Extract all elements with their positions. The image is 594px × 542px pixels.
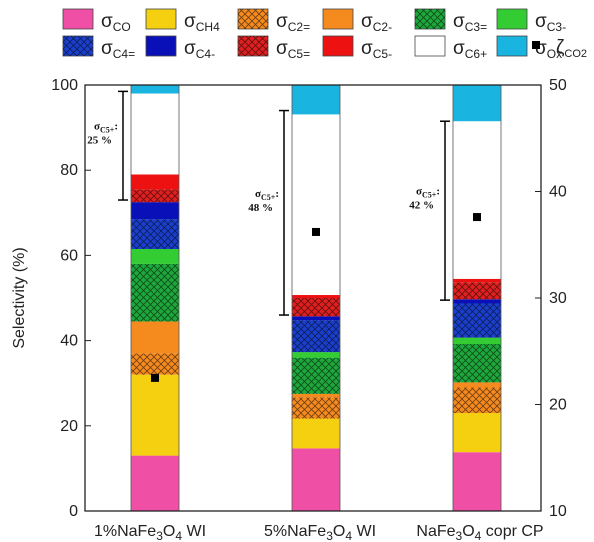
legend-swatch [496,35,528,57]
y-tick-label: 20 [60,418,78,435]
legend-swatch-hatch [415,9,445,29]
bar-segment-hatch [453,387,501,414]
legend-swatch [145,8,177,30]
bar-segment [131,321,179,354]
zeta-point [473,213,481,222]
bar-segment [292,316,340,321]
bar-segment [453,413,501,453]
bar-segment [131,455,179,511]
bar-segment [292,114,340,296]
annotations: σC5+:25 %σC5+:48 %σC5+:42 % [87,90,450,316]
bar-segment-hatch [131,353,179,375]
legend-label: σCO [101,11,131,34]
bar-segment [453,121,501,279]
bar-segment [131,374,179,456]
bar-segment-hatch [292,298,340,317]
bar-segment [453,337,501,345]
legend-label: σC3= [453,11,487,34]
legend-swatch [496,8,528,30]
zeta-point [312,227,320,236]
bar-segment [292,393,340,398]
y-tick-label: 60 [60,247,78,264]
bar-segment-hatch [453,303,501,338]
y-tick-label: 0 [69,503,78,520]
legend-zeta-marker [532,41,540,49]
y-tick-label: 80 [60,162,78,179]
legend-label: σC5- [361,38,392,61]
legend-label: σCH4 [184,11,220,34]
c5-annotation-value: 48 % [248,202,273,214]
y-tick-label: 100 [51,77,78,94]
legend-swatch [322,8,354,30]
y2-tick-label: 40 [549,184,567,201]
bar-segment-hatch [292,320,340,353]
legend-label: σC3- [535,11,566,34]
legend-swatch-hatch [238,9,268,29]
bar-segment [292,295,340,298]
y2-tick-label: 30 [549,290,567,307]
bar-segment [292,418,340,449]
bar-segment [292,85,340,115]
bar-segment [453,382,501,388]
legend-label: σC2- [361,11,392,34]
legend-swatch-hatch [63,36,93,56]
legend-label: σC4= [101,38,135,61]
bar-segment [292,352,340,358]
bar-segment [131,202,179,220]
legend-swatch [414,35,446,57]
bar-segment [453,299,501,304]
bar-segment-hatch [131,263,179,322]
bar-segment [131,93,179,175]
legend-swatch [145,35,177,57]
bar-segment [131,85,179,94]
bar-segment [453,452,501,511]
c5-annotation-value: 25 % [87,135,112,147]
bar-segment [292,448,340,511]
c5-annotation-label: σC5+: [94,121,118,135]
legend-swatch-hatch [238,36,268,56]
axes: 0 20 40 60 80 100 10 20 30 40 50 Selectivity (%) 1%N… [11,77,567,542]
c5-annotation-value: 42 % [409,200,434,212]
bar-segment-hatch [453,344,501,383]
legend-label: σC5= [276,38,310,61]
y2-tick-label: 20 [549,397,567,414]
y2-tick-label: 50 [549,77,567,94]
bar-segment [453,85,501,122]
stacked-bars [130,84,502,512]
legend-label: σC6+ [453,38,487,61]
bar-segment [131,249,179,264]
legend-zeta-label: ζCO2 [556,37,587,60]
y2-tick-label: 10 [549,503,567,520]
y-axis-label: Selectivity (%) [11,247,28,348]
bar-segment [131,174,179,190]
bar-segment-hatch [131,219,179,250]
x-category-label: 5%NaFe3O4 WI [264,523,376,542]
x-category-label: 1%NaFe3O4 WI [94,523,206,542]
bar-segment-hatch [292,397,340,419]
c5-annotation-label: σC5+: [255,188,279,202]
bar-segment-hatch [131,189,179,203]
legend-label: σC2= [276,11,310,34]
legend-swatch [322,35,354,57]
x-category-label: NaFe3O4 copr CP [416,523,543,542]
c5-annotation-label: σC5+: [416,186,440,200]
legend-swatch [62,8,94,30]
y-tick-label: 40 [60,333,78,350]
legend-label: σC4- [184,38,215,61]
legend: σCO σCH4 σC2= σC2- σC3= σC3- σC4= σC4- σC5= σC5- σ… [62,8,587,61]
bar-segment [453,278,501,283]
bar-segment-hatch [292,357,340,394]
zeta-point [151,373,159,382]
bar-segment-hatch [453,282,501,300]
